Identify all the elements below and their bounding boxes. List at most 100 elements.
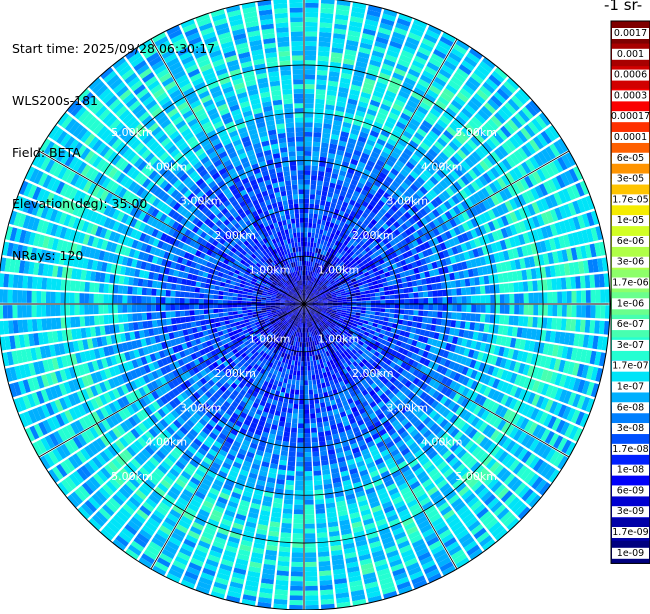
range-gate: [276, 575, 289, 581]
range-gate: [305, 103, 314, 108]
range-gate: [320, 152, 327, 158]
range-gate: [305, 524, 315, 529]
range-gate: [315, 99, 324, 104]
range-gate: [316, 518, 326, 524]
range-gate: [281, 450, 288, 456]
range-gate: [295, 495, 304, 500]
range-gate: [315, 403, 320, 408]
range-gate: [461, 288, 466, 295]
range-gate: [321, 142, 329, 148]
range-gate: [290, 595, 303, 600]
range-gate: [278, 469, 286, 475]
range-gate: [365, 290, 370, 294]
range-gate: [310, 361, 313, 366]
range-gate: [412, 322, 418, 328]
range-gate: [293, 351, 296, 356]
range-gate: [320, 589, 333, 595]
range-gate: [409, 310, 414, 315]
range-gate: [293, 519, 303, 524]
range-gate: [299, 404, 304, 409]
range-gate: [455, 321, 461, 328]
range-gate: [394, 294, 399, 298]
range-gate: [309, 351, 312, 356]
range-gate: [399, 294, 404, 299]
range-gate: [316, 80, 326, 86]
range-gate: [355, 312, 360, 315]
range-gate: [314, 485, 323, 490]
range-gate: [286, 384, 291, 389]
range-gate: [292, 418, 298, 423]
range-gate: [307, 247, 310, 252]
range-gate: [323, 230, 328, 236]
range-gate: [461, 313, 466, 320]
range-gate: [288, 461, 295, 466]
range-gate: [300, 376, 303, 381]
range-gate: [390, 295, 395, 299]
range-gate: [356, 298, 361, 301]
range-gate: [509, 305, 514, 314]
range-gate: [305, 595, 318, 600]
range-gate: [284, 427, 290, 432]
range-gate: [321, 460, 329, 466]
range-gate: [451, 289, 456, 296]
range-gate: [377, 279, 383, 284]
range-gate: [416, 280, 422, 286]
range-gate: [314, 123, 322, 128]
range-gate: [474, 323, 480, 331]
range-gate: [495, 295, 500, 304]
range-gate: [305, 505, 314, 510]
range-gate: [288, 403, 293, 408]
range-gate: [304, 414, 309, 419]
range-gate: [432, 318, 438, 324]
range-gate: [297, 442, 303, 447]
range-gate: [365, 314, 370, 318]
range-gate: [318, 556, 330, 562]
range-gate: [305, 79, 315, 84]
range-gate: [385, 309, 390, 313]
range-gate: [428, 304, 433, 310]
range-gate: [316, 374, 320, 379]
range-gate: [556, 318, 562, 330]
range-gate: [384, 286, 389, 291]
range-gate: [305, 70, 315, 75]
range-gate: [304, 242, 307, 247]
range-gate: [409, 293, 414, 298]
range-gate: [514, 305, 519, 315]
range-gate: [533, 305, 538, 315]
range-gate: [337, 306, 342, 308]
range-gate: [333, 301, 338, 303]
range-gate: [342, 297, 347, 299]
range-gate: [305, 55, 316, 60]
range-gate: [296, 462, 303, 467]
range-gate: [347, 297, 352, 300]
range-gate: [306, 337, 308, 342]
range-gate: [308, 371, 311, 376]
range-gate: [556, 278, 562, 290]
range-gate: [278, 561, 290, 567]
range-gate: [404, 310, 409, 315]
range-gate: [282, 383, 287, 389]
range-gate: [548, 305, 553, 316]
range-gate: [384, 291, 389, 295]
range-gate: [305, 438, 311, 443]
range-gate: [356, 295, 361, 298]
range-gate: [485, 295, 490, 303]
range-gate: [293, 370, 297, 375]
range-gate: [301, 371, 304, 376]
range-gate: [319, 566, 331, 572]
range-gate: [295, 485, 303, 490]
range-gate: [352, 307, 357, 310]
range-gate: [313, 360, 316, 365]
range-gate: [281, 387, 286, 393]
range-gate: [292, 548, 303, 553]
range-gate: [333, 306, 338, 308]
range-gate: [305, 557, 316, 562]
range-gate: [450, 281, 456, 288]
range-gate: [308, 342, 310, 347]
range-gate: [304, 366, 307, 371]
range-gate: [312, 380, 316, 385]
range-gate: [298, 423, 304, 428]
range-gate: [309, 252, 312, 257]
range-gate: [347, 309, 352, 312]
range-gate: [589, 320, 595, 333]
